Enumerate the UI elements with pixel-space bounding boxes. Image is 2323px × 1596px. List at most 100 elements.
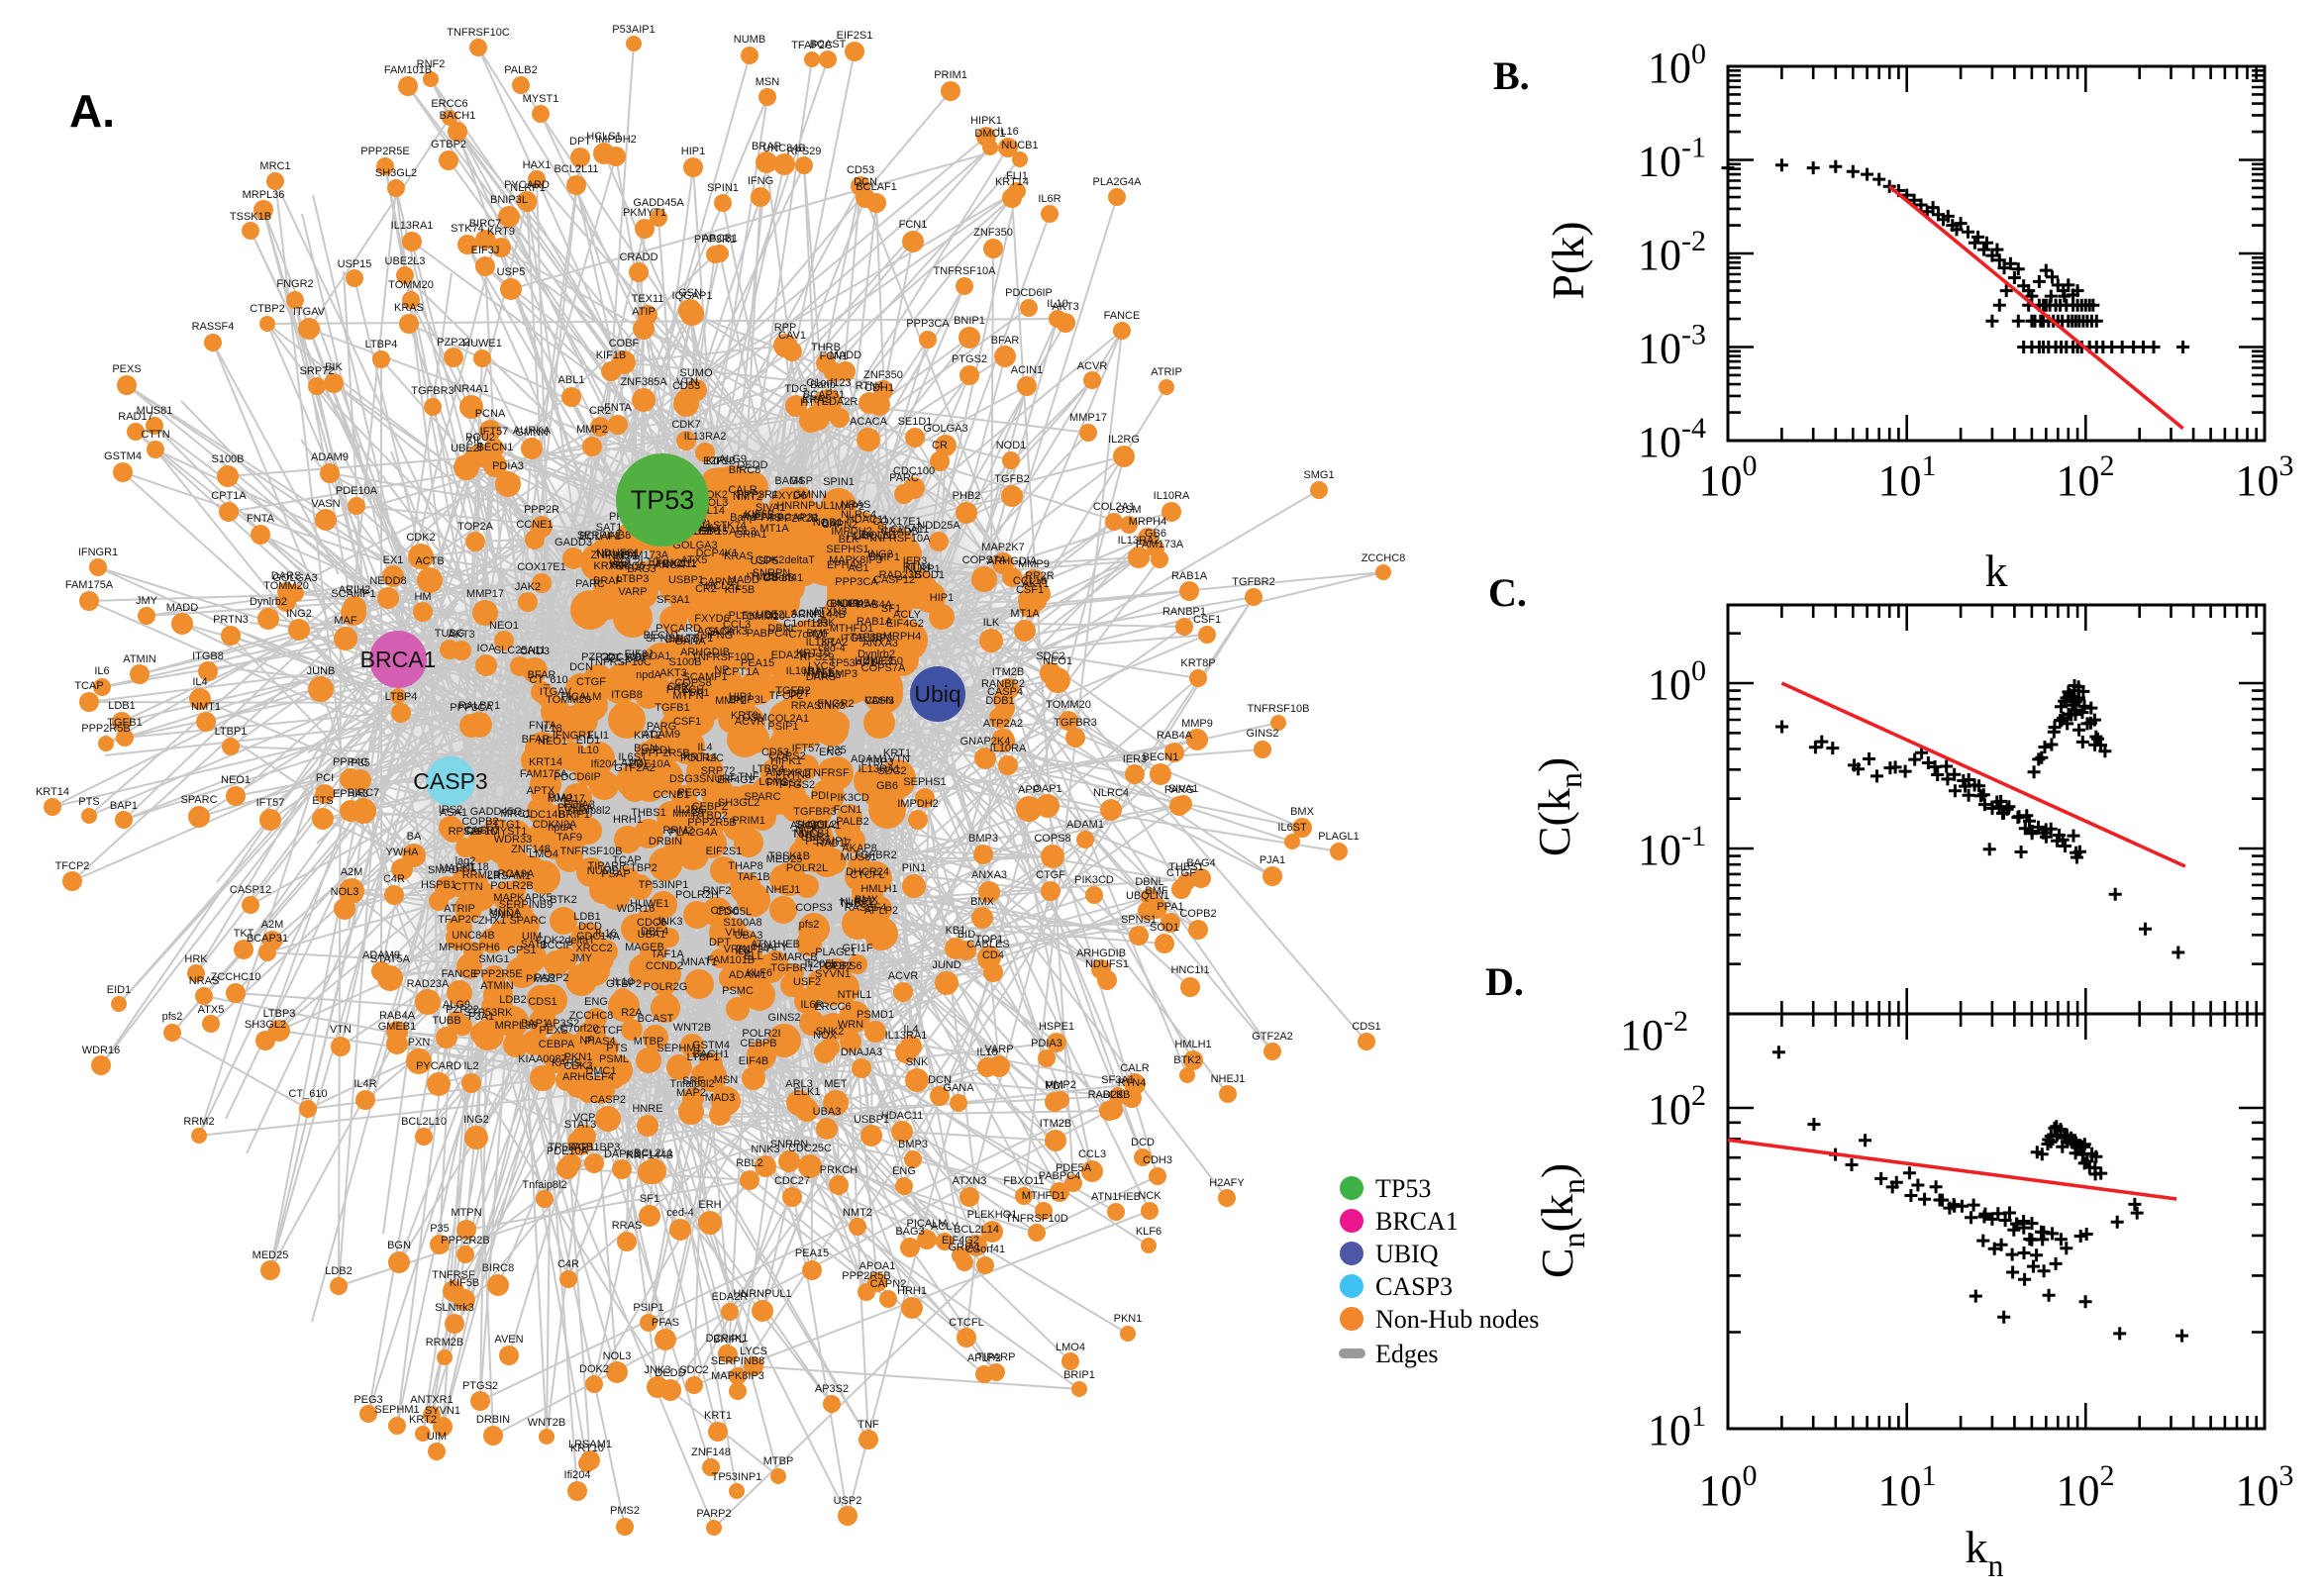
svg-text:ITGB8: ITGB8 — [192, 650, 224, 662]
svg-text:C4R: C4R — [557, 1258, 579, 1270]
svg-text:GSTM4: GSTM4 — [104, 450, 142, 462]
svg-text:TOP2A: TOP2A — [457, 521, 494, 533]
svg-text:USBP1: USBP1 — [854, 1114, 889, 1126]
svg-text:VASN: VASN — [311, 498, 340, 510]
svg-text:VARP: VARP — [618, 586, 647, 598]
svg-text:KRT1: KRT1 — [704, 1410, 732, 1422]
svg-text:DSG3: DSG3 — [669, 773, 699, 785]
svg-text:TAF8B: TAF8B — [761, 572, 794, 584]
svg-text:MPHOSPH6: MPHOSPH6 — [439, 942, 500, 953]
svg-text:ZNF385A: ZNF385A — [620, 376, 667, 388]
svg-text:LMO4: LMO4 — [1056, 1342, 1085, 1353]
svg-text:ZNF148: ZNF148 — [691, 1446, 731, 1458]
svg-text:GINS2: GINS2 — [767, 1012, 800, 1024]
svg-text:SLNtrk3: SLNtrk3 — [435, 1302, 474, 1314]
svg-text:THBS1: THBS1 — [839, 898, 873, 910]
svg-text:AC1: AC1 — [848, 562, 868, 574]
svg-text:ENG: ENG — [819, 747, 843, 758]
svg-text:PZP22: PZP22 — [437, 337, 470, 349]
svg-text:BIRC8: BIRC8 — [482, 1262, 514, 1274]
svg-text:BECN1: BECN1 — [477, 442, 514, 453]
svg-text:SDC2: SDC2 — [1036, 650, 1064, 662]
svg-text:CCL3: CCL3 — [1078, 1148, 1106, 1160]
svg-text:SOD1: SOD1 — [1150, 922, 1179, 934]
svg-text:IFT57: IFT57 — [256, 797, 285, 809]
svg-text:GB6: GB6 — [876, 780, 898, 792]
svg-text:LDB1: LDB1 — [573, 911, 601, 923]
svg-text:SNK2: SNK2 — [816, 1026, 845, 1038]
svg-text:RTBD2: RTBD2 — [692, 810, 728, 822]
svg-text:BAP1: BAP1 — [110, 800, 138, 812]
svg-text:PTS: PTS — [78, 796, 99, 808]
svg-text:ACTA1: ACTA1 — [807, 820, 842, 832]
svg-text:HMLH1: HMLH1 — [1174, 1039, 1211, 1050]
svg-text:EIF4G2: EIF4G2 — [942, 1235, 979, 1247]
svg-text:ACIN1: ACIN1 — [1011, 364, 1043, 376]
svg-text:DRBIN: DRBIN — [649, 836, 682, 848]
svg-text:RAB4A: RAB4A — [857, 599, 893, 611]
svg-text:CR: CR — [932, 440, 948, 451]
svg-text:IER3: IER3 — [903, 555, 927, 567]
svg-text:PLAGL1: PLAGL1 — [1318, 831, 1360, 843]
svg-text:NUMB: NUMB — [734, 34, 765, 46]
svg-text:PTGS2: PTGS2 — [952, 353, 987, 365]
svg-text:LCM2: LCM2 — [758, 776, 787, 788]
svg-text:ZNF350: ZNF350 — [863, 369, 903, 381]
svg-text:HCLS1: HCLS1 — [586, 131, 621, 143]
svg-text:C4R: C4R — [383, 873, 405, 885]
svg-text:P(k): P(k) — [1543, 221, 1593, 299]
svg-text:PEA15: PEA15 — [795, 1247, 829, 1259]
svg-text:HNRE: HNRE — [632, 1103, 662, 1115]
svg-text:CPT1A: CPT1A — [211, 490, 247, 502]
svg-text:CPS6: CPS6 — [711, 905, 740, 917]
svg-text:UNC84B: UNC84B — [452, 930, 494, 942]
svg-text:ATRIP: ATRIP — [1151, 366, 1182, 378]
svg-text:SDC2: SDC2 — [877, 765, 906, 777]
svg-text:TNFRSF10A: TNFRSF10A — [868, 533, 932, 545]
svg-text:ACVR: ACVR — [1077, 360, 1108, 372]
svg-text:TP53: TP53 — [1375, 1174, 1431, 1203]
svg-text:ATMIN: ATMIN — [123, 653, 155, 665]
svg-text:PRTN3: PRTN3 — [213, 614, 249, 626]
svg-text:npdA: npdA — [548, 822, 573, 834]
svg-text:EDA2R: EDA2R — [712, 1291, 749, 1303]
svg-text:CAPN2: CAPN2 — [822, 519, 858, 531]
svg-text:MRPL36: MRPL36 — [495, 1020, 538, 1032]
svg-text:PMS2: PMS2 — [610, 1505, 640, 1517]
svg-text:Ubiq: Ubiq — [914, 681, 960, 707]
svg-text:NDUFS1: NDUFS1 — [1085, 958, 1129, 970]
svg-text:USBP1: USBP1 — [668, 574, 704, 586]
svg-text:ced-4: ced-4 — [666, 1207, 694, 1219]
svg-text:lag2: lag2 — [455, 855, 476, 867]
svg-text:TGFBR2: TGFBR2 — [1232, 576, 1274, 588]
svg-text:ITGAV: ITGAV — [293, 306, 326, 318]
svg-text:NEDD8: NEDD8 — [369, 575, 406, 587]
svg-text:TEX11: TEX11 — [632, 293, 664, 305]
svg-text:k: k — [1985, 546, 2008, 596]
svg-text:TGFBR3: TGFBR3 — [1054, 717, 1096, 729]
svg-text:FAM175A: FAM175A — [65, 579, 114, 591]
svg-text:NHEJ1: NHEJ1 — [1211, 1073, 1246, 1085]
svg-text:UBA1: UBA1 — [638, 929, 666, 941]
svg-text:VTN: VTN — [330, 1024, 352, 1036]
svg-text:A2M: A2M — [341, 866, 363, 878]
svg-text:CDH3: CDH3 — [864, 695, 894, 707]
svg-text:FCN1: FCN1 — [820, 350, 849, 362]
svg-text:HRK: HRK — [184, 953, 208, 965]
svg-text:POLR2C: POLR2C — [680, 752, 724, 764]
svg-text:RRM2B: RRM2B — [426, 1337, 464, 1348]
svg-text:CASP3: CASP3 — [413, 768, 487, 794]
svg-text:FNGR2: FNGR2 — [817, 698, 854, 710]
svg-text:BTK2: BTK2 — [1173, 1054, 1201, 1066]
svg-text:USP5: USP5 — [497, 266, 526, 278]
svg-text:CASP4: CASP4 — [987, 686, 1023, 698]
svg-text:HM: HM — [414, 591, 431, 603]
svg-text:IL6R: IL6R — [1038, 193, 1060, 205]
svg-text:IL13RA2: IL13RA2 — [684, 431, 727, 443]
svg-text:ING2: ING2 — [463, 1114, 489, 1126]
svg-text:PPP3CA: PPP3CA — [450, 702, 493, 714]
svg-text:IFNGR1: IFNGR1 — [78, 547, 118, 558]
svg-text:KRT14: KRT14 — [529, 756, 562, 768]
svg-text:CEBPB: CEBPB — [740, 1038, 776, 1049]
svg-text:PCNA: PCNA — [475, 408, 506, 420]
